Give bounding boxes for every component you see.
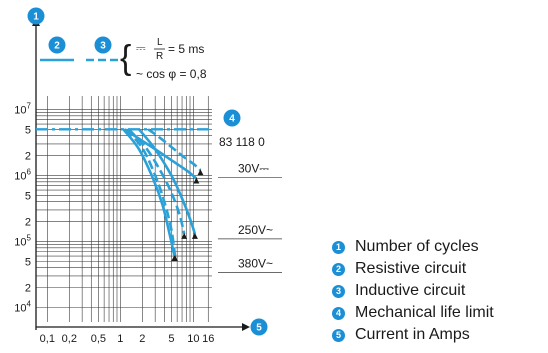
inductive-curve <box>127 128 186 235</box>
svg-text:2: 2 <box>54 41 60 52</box>
x-tick-labels: 0,1 0,2 0,5 1 2 5 10 16 <box>40 333 215 345</box>
ac-condition: ~ cos φ = 0,8 <box>136 67 207 81</box>
x-tick-label: 16 <box>202 333 214 345</box>
svg-text:3: 3 <box>100 41 106 52</box>
x-tick-label: 2 <box>139 333 145 345</box>
mechanical-life-label: 83 118 0 <box>219 135 265 149</box>
curve-end-arrow <box>181 232 188 239</box>
x-tick-label: 0,5 <box>91 333 106 345</box>
x-tick-label: 5 <box>168 333 174 345</box>
x-tick-label: 0,2 <box>62 333 77 345</box>
legend-text: Resistive circuit <box>355 260 467 277</box>
y-tick-label: 105 <box>14 233 31 248</box>
curves <box>122 128 204 262</box>
inductive-curve <box>125 128 177 257</box>
curve-label: 250V~ <box>238 223 273 237</box>
legend-text: Number of cycles <box>355 238 479 255</box>
x-tick-label: 10 <box>187 333 199 345</box>
curve-end-arrow <box>191 232 198 239</box>
marker-resistive: 2 <box>48 36 66 54</box>
y-tick-label: 5 <box>25 190 31 202</box>
y-tick-label: 106 <box>14 167 31 182</box>
brace: { <box>120 39 131 77</box>
y-tick-label: 5 <box>25 256 31 268</box>
y-tick-label: 2 <box>25 283 31 295</box>
marker-mech-life: 4 <box>223 109 241 127</box>
legend-item: 3 Inductive circuit <box>332 280 546 302</box>
y-tick-label: 2 <box>25 217 31 229</box>
legend-text: Current in Amps <box>355 326 470 343</box>
resistive-curve <box>124 128 198 180</box>
legend-item: 2 Resistive circuit <box>332 258 546 280</box>
legend-badge: 5 <box>332 328 345 342</box>
legend-item: 1 Number of cycles <box>332 236 546 258</box>
legend-badge: 1 <box>332 240 345 254</box>
legend-text: Inductive circuit <box>355 282 466 299</box>
marker-inductive: 3 <box>94 36 112 54</box>
svg-text:1: 1 <box>33 12 39 23</box>
line-style-legend: { ⎓ L R = 5 ms ~ cos φ = 0,8 <box>40 37 207 81</box>
curve-labels: 30V⎓ 250V~ 380V~ <box>218 162 282 273</box>
ratio-numerator: L <box>157 37 163 48</box>
y-tick-label: 5 <box>25 124 31 136</box>
y-tick-labels: 107 5 2 106 5 2 105 5 2 104 <box>14 101 31 314</box>
curve-end-arrow <box>193 177 200 184</box>
svg-text:5: 5 <box>256 323 262 334</box>
y-tick-label: 107 <box>14 101 31 116</box>
curve-label: 380V~ <box>238 257 273 271</box>
legend-text: Mechanical life limit <box>355 304 494 321</box>
resistive-curve <box>137 128 197 235</box>
ratio-value: = 5 ms <box>168 42 204 56</box>
curve-label: 30V⎓ <box>238 162 269 176</box>
curve-end-arrow <box>171 255 178 262</box>
svg-text:4: 4 <box>229 114 235 125</box>
inductive-curve <box>147 128 202 172</box>
dc-symbol: ⎓ <box>136 41 146 55</box>
marker-x-axis: 5 <box>250 318 268 336</box>
resistive-curve <box>122 128 176 257</box>
numbered-legend: 1 Number of cycles 2 Resistive circuit 3 In… <box>332 236 546 346</box>
marker-y-axis: 1 <box>27 7 45 25</box>
curve-end-arrow <box>197 169 204 176</box>
y-tick-label: 2 <box>25 151 31 163</box>
ratio-denominator: R <box>156 51 163 62</box>
y-tick-label: 104 <box>14 299 31 314</box>
x-tick-label: 0,1 <box>40 333 55 345</box>
legend-item: 5 Current in Amps <box>332 324 546 346</box>
x-tick-label: 1 <box>117 333 123 345</box>
legend-item: 4 Mechanical life limit <box>332 302 546 324</box>
legend-badge: 2 <box>332 262 345 276</box>
legend-badge: 3 <box>332 284 345 298</box>
legend-badge: 4 <box>332 306 345 320</box>
